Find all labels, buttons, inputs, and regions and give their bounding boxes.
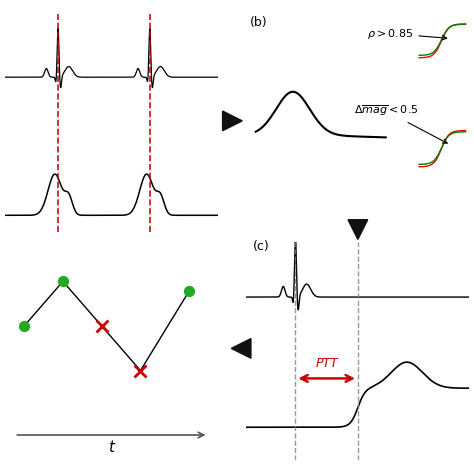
Text: $\Delta\overline{mag} < 0.5$: $\Delta\overline{mag} < 0.5$ [354,104,447,143]
Text: (c): (c) [253,240,270,253]
Text: t: t [109,440,114,456]
Point [59,278,67,285]
Text: (b): (b) [250,16,268,29]
Text: $\rho > 0.85$: $\rho > 0.85$ [367,27,447,41]
Point [185,288,193,295]
Point [20,322,28,330]
Text: PTT: PTT [315,357,338,370]
